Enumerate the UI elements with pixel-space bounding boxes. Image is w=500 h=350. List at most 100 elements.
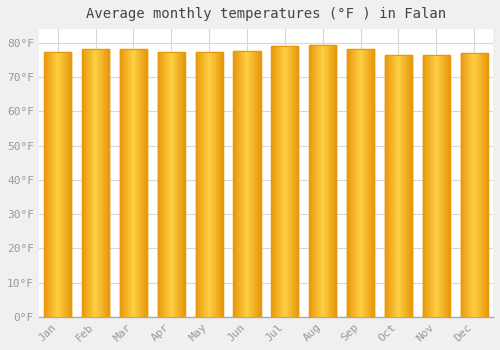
Bar	[196, 52, 223, 317]
Bar	[405, 55, 406, 317]
Bar	[469, 53, 470, 317]
Bar	[283, 46, 284, 317]
Bar	[145, 49, 146, 317]
Bar	[364, 49, 365, 317]
Bar	[68, 52, 69, 317]
Bar	[448, 55, 449, 317]
Bar	[334, 45, 335, 317]
Bar	[356, 49, 357, 317]
Bar	[67, 52, 68, 317]
Bar	[272, 46, 273, 317]
Bar	[350, 49, 351, 317]
Bar	[487, 53, 488, 317]
Bar	[368, 49, 370, 317]
Bar	[367, 49, 368, 317]
Bar	[120, 49, 121, 317]
Bar	[396, 55, 397, 317]
Bar	[360, 49, 361, 317]
Bar	[401, 55, 402, 317]
Bar	[472, 53, 473, 317]
Bar	[294, 46, 295, 317]
Bar	[205, 52, 206, 317]
Bar	[46, 52, 47, 317]
Bar	[433, 55, 434, 317]
Bar	[197, 52, 198, 317]
Bar	[160, 52, 161, 317]
Bar	[120, 49, 147, 317]
Bar	[284, 46, 285, 317]
Bar	[170, 52, 171, 317]
Bar	[102, 49, 103, 317]
Bar	[437, 55, 438, 317]
Bar	[446, 55, 447, 317]
Bar	[158, 52, 185, 317]
Bar	[56, 52, 57, 317]
Bar	[234, 51, 235, 317]
Bar	[176, 52, 178, 317]
Bar	[333, 45, 334, 317]
Bar	[362, 49, 364, 317]
Bar	[132, 49, 133, 317]
Bar	[250, 51, 251, 317]
Bar	[91, 49, 92, 317]
Bar	[249, 51, 250, 317]
Bar	[443, 55, 444, 317]
Bar	[406, 55, 407, 317]
Bar	[213, 52, 214, 317]
Bar	[473, 53, 474, 317]
Bar	[288, 46, 289, 317]
Bar	[320, 45, 321, 317]
Bar	[238, 51, 239, 317]
Bar	[180, 52, 181, 317]
Bar	[277, 46, 278, 317]
Bar	[408, 55, 409, 317]
Bar	[210, 52, 211, 317]
Bar	[474, 53, 475, 317]
Bar	[286, 46, 287, 317]
Bar	[204, 52, 205, 317]
Bar	[239, 51, 240, 317]
Bar	[54, 52, 55, 317]
Bar	[271, 46, 298, 317]
Bar	[257, 51, 258, 317]
Bar	[253, 51, 254, 317]
Bar	[174, 52, 175, 317]
Bar	[171, 52, 172, 317]
Bar	[428, 55, 429, 317]
Bar	[240, 51, 241, 317]
Bar	[86, 49, 87, 317]
Bar	[484, 53, 485, 317]
Bar	[200, 52, 201, 317]
Bar	[390, 55, 391, 317]
Bar	[242, 51, 243, 317]
Bar	[347, 49, 374, 317]
Bar	[282, 46, 283, 317]
Bar	[256, 51, 257, 317]
Bar	[325, 45, 326, 317]
Bar	[297, 46, 298, 317]
Bar	[312, 45, 313, 317]
Bar	[468, 53, 469, 317]
Bar	[407, 55, 408, 317]
Bar	[292, 46, 293, 317]
Bar	[101, 49, 102, 317]
Bar	[347, 49, 348, 317]
Bar	[310, 45, 312, 317]
Bar	[55, 52, 56, 317]
Bar	[243, 51, 244, 317]
Bar	[172, 52, 173, 317]
Bar	[276, 46, 277, 317]
Bar	[87, 49, 88, 317]
Bar	[168, 52, 169, 317]
Bar	[254, 51, 255, 317]
Bar	[461, 53, 462, 317]
Bar	[241, 51, 242, 317]
Bar	[410, 55, 411, 317]
Bar	[71, 52, 72, 317]
Bar	[327, 45, 328, 317]
Bar	[475, 53, 476, 317]
Bar	[82, 49, 83, 317]
Bar	[222, 52, 223, 317]
Bar	[159, 52, 160, 317]
Bar	[255, 51, 256, 317]
